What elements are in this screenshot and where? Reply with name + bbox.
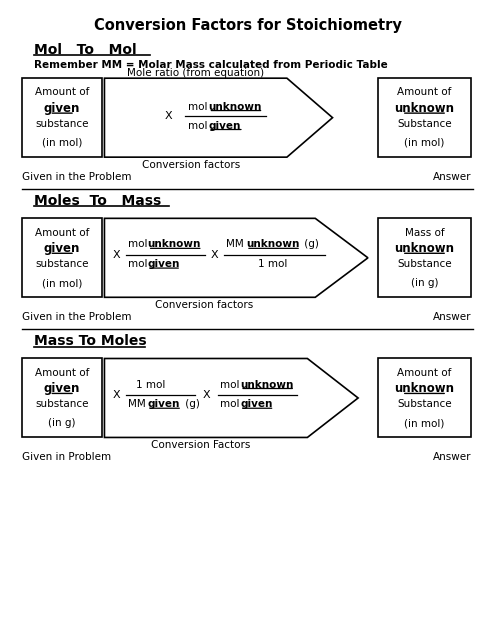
- Text: MM: MM: [226, 239, 248, 250]
- Text: mol: mol: [220, 380, 243, 390]
- Text: given: given: [148, 399, 180, 410]
- Text: Answer: Answer: [433, 452, 471, 462]
- Text: X: X: [165, 111, 173, 121]
- Text: Mol   To   Mol: Mol To Mol: [34, 43, 136, 56]
- Bar: [378, 218, 471, 298]
- Bar: [22, 218, 102, 298]
- Text: mol: mol: [128, 259, 151, 269]
- Text: unknown: unknown: [395, 382, 454, 395]
- Polygon shape: [104, 218, 368, 298]
- Text: X: X: [112, 390, 120, 400]
- Text: mol: mol: [188, 120, 210, 131]
- Text: Mass To Moles: Mass To Moles: [34, 333, 147, 348]
- Text: Mole ratio (from equation): Mole ratio (from equation): [127, 68, 264, 78]
- Bar: [378, 358, 471, 438]
- Text: Mass of: Mass of: [404, 228, 445, 237]
- Text: X: X: [203, 390, 210, 400]
- Text: Amount of: Amount of: [35, 368, 90, 378]
- Text: mol: mol: [128, 239, 151, 250]
- Text: Amount of: Amount of: [397, 368, 451, 378]
- Text: (in mol): (in mol): [404, 418, 445, 428]
- Text: Answer: Answer: [433, 312, 471, 322]
- Text: Given in the Problem: Given in the Problem: [22, 172, 131, 182]
- Text: Conversion Factors: Conversion Factors: [151, 440, 250, 451]
- Text: Conversion factors: Conversion factors: [142, 160, 240, 170]
- Text: given: given: [208, 120, 241, 131]
- Text: 1 mol: 1 mol: [258, 259, 287, 269]
- Text: 1 mol: 1 mol: [136, 380, 165, 390]
- Polygon shape: [104, 78, 333, 157]
- Text: (in mol): (in mol): [42, 278, 82, 288]
- Text: given: given: [44, 242, 80, 255]
- Text: (g): (g): [301, 239, 319, 250]
- Text: Substance: Substance: [397, 119, 452, 129]
- Text: substance: substance: [36, 399, 89, 410]
- Text: Moles  To   Mass: Moles To Mass: [34, 193, 161, 207]
- Text: given: given: [148, 259, 180, 269]
- Text: Substance: Substance: [397, 259, 452, 269]
- Text: unknown: unknown: [208, 102, 262, 111]
- Text: Conversion Factors for Stoichiometry: Conversion Factors for Stoichiometry: [94, 19, 401, 33]
- Text: given: given: [44, 382, 80, 395]
- Text: Amount of: Amount of: [35, 228, 90, 237]
- Text: Amount of: Amount of: [35, 88, 90, 97]
- Text: unknown: unknown: [148, 239, 201, 250]
- Text: Conversion factors: Conversion factors: [155, 300, 254, 310]
- Polygon shape: [104, 358, 358, 438]
- Bar: [22, 358, 102, 438]
- Text: (in g): (in g): [411, 278, 438, 288]
- Text: MM: MM: [128, 399, 149, 410]
- Text: Given in the Problem: Given in the Problem: [22, 312, 131, 322]
- Text: Remember MM = Molar Mass calculated from Periodic Table: Remember MM = Molar Mass calculated from…: [34, 60, 388, 70]
- Text: unknown: unknown: [395, 242, 454, 255]
- Text: (g): (g): [182, 399, 200, 410]
- Text: mol: mol: [188, 102, 210, 111]
- Text: unknown: unknown: [395, 102, 454, 115]
- Text: given: given: [44, 102, 80, 115]
- Text: given: given: [240, 399, 273, 410]
- Text: X: X: [112, 250, 120, 260]
- Text: Substance: Substance: [397, 399, 452, 410]
- Text: (in mol): (in mol): [404, 138, 445, 148]
- Text: unknown: unknown: [246, 239, 299, 250]
- Text: Answer: Answer: [433, 172, 471, 182]
- Text: substance: substance: [36, 119, 89, 129]
- Bar: [378, 78, 471, 157]
- Text: mol: mol: [220, 399, 243, 410]
- Text: substance: substance: [36, 259, 89, 269]
- Text: (in mol): (in mol): [42, 138, 82, 148]
- Text: Amount of: Amount of: [397, 88, 451, 97]
- Text: Given in Problem: Given in Problem: [22, 452, 111, 462]
- Text: unknown: unknown: [240, 380, 294, 390]
- Text: (in g): (in g): [49, 418, 76, 428]
- Bar: [22, 78, 102, 157]
- Text: X: X: [211, 250, 218, 260]
